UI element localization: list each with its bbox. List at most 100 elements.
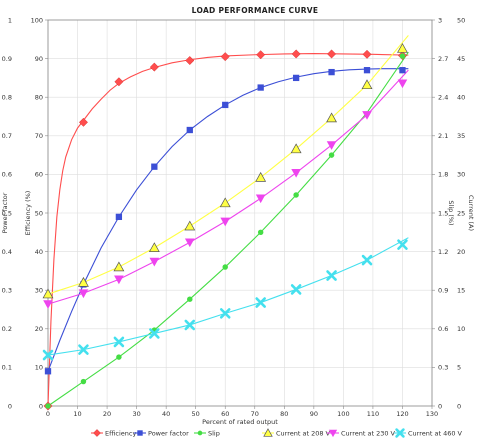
markers-current-at-230-v (43, 79, 408, 309)
markers-current-at-208-v (42, 43, 408, 299)
x-tick-label: 30 (132, 410, 140, 418)
current-at-208-v-point (290, 143, 302, 154)
legend-item-efficiency: Efficiency (91, 429, 136, 437)
current-at-230-v-point (255, 194, 266, 204)
legend-marker-current-at-460-v-stroke (395, 428, 405, 438)
current-axis-title: Current (A) (467, 195, 475, 231)
efficiency-point (78, 117, 88, 127)
efficiency-tick-label: 20 (35, 325, 43, 333)
power-factor-tick-label: 0.1 (2, 364, 12, 372)
current-at-460-v-point-stroke (326, 270, 337, 281)
current-at-460-v-point-stroke (361, 254, 373, 266)
legend-label-current-at-230-v: Current at 230 V (341, 429, 396, 437)
current-at-230-v-point (291, 168, 301, 178)
legend: Efficiency Power factor Slip Current at 208… (91, 428, 463, 438)
current-at-230-v-point (149, 257, 160, 267)
current-at-460-v-point (219, 308, 231, 319)
power-factor-point (115, 213, 123, 221)
x-tick-label: 10 (73, 410, 81, 418)
slip-point (80, 378, 87, 385)
x-axis-title: Percent of rated output (202, 418, 278, 426)
power-factor-point (44, 368, 52, 375)
current-at-460-v-point (42, 349, 54, 361)
legend-item-current-at-230-v: Current at 230 V (327, 429, 396, 437)
x-tick-label: 60 (221, 410, 229, 418)
power-factor-line (47, 68, 409, 372)
x-tick-label: 0 (46, 410, 50, 418)
legend-marker-current-at-208-v (263, 428, 273, 437)
series-layer (42, 35, 409, 411)
current-at-208-v-point (184, 220, 196, 231)
power-factor-point (151, 163, 158, 170)
slip-tick-label: 1.8 (438, 171, 448, 179)
legend-item-current-at-460-v: Current at 460 V (394, 428, 463, 438)
slip-tick-label: 0 (438, 402, 442, 410)
legend-marker-slip (197, 430, 203, 436)
power-factor-point (399, 67, 406, 74)
x-tick-label: 110 (367, 410, 379, 418)
current-tick-label: 0 (457, 402, 461, 410)
power-factor-tick-label: 1 (8, 16, 12, 24)
current-at-230-v-point (184, 238, 195, 248)
power-factor-point (363, 67, 371, 74)
legend-label-current-at-208-v: Current at 208 V (276, 429, 331, 437)
current-at-208-v-point (255, 171, 267, 182)
efficiency-tick-label: 0 (39, 402, 43, 410)
legend-marker-efficiency (93, 429, 101, 437)
x-tick-label: 80 (280, 410, 288, 418)
current-at-230-v-point (114, 275, 124, 285)
slip-point (328, 152, 335, 158)
slip-point (45, 403, 51, 409)
current-at-460-v-point (326, 270, 337, 281)
power-factor-tick-label: 0.2 (2, 325, 12, 333)
current-at-208-v-point (78, 276, 89, 287)
slip-tick-label: 0.9 (438, 287, 448, 295)
power-factor-point (328, 68, 335, 76)
current-at-460-v-point (397, 239, 408, 250)
x-tick-label: 130 (426, 410, 438, 418)
x-tick-label: 70 (251, 410, 259, 418)
power-factor-tick-label: 0.4 (2, 248, 12, 256)
current-at-208-v-point (397, 43, 408, 53)
current-at-460-v-point (78, 344, 89, 355)
current-at-460-v-point-stroke (149, 328, 160, 339)
efficiency-tick-label: 10 (35, 364, 43, 372)
series-current-at-208-v (47, 35, 409, 295)
current-tick-label: 35 (457, 132, 465, 140)
legend-item-slip: Slip (194, 429, 220, 437)
current-tick-label: 50 (457, 16, 465, 24)
chart-title: LOAD PERFORMANCE CURVE (192, 6, 319, 15)
efficiency-tick-label: 40 (35, 248, 43, 256)
current-at-460-v-point-stroke (184, 319, 196, 331)
efficiency-point (220, 52, 230, 62)
power-factor-point (292, 74, 300, 82)
current-at-208-v-point (326, 112, 337, 123)
efficiency-tick-label: 70 (35, 132, 43, 140)
current-at-230-v-point (43, 300, 53, 309)
slip-tick-label: 3 (438, 16, 442, 24)
efficiency-tick-label: 60 (35, 171, 43, 179)
power-factor-tick-label: 0.8 (2, 94, 12, 102)
current-at-460-v-point (361, 254, 373, 266)
current-at-230-v-point (362, 111, 372, 120)
efficiency-point (149, 62, 159, 72)
current-at-208-v-point (219, 197, 231, 208)
legend-marker-power-factor (137, 430, 143, 436)
efficiency-axis-title: Efficiency (%) (24, 191, 32, 236)
slip-tick-label: 1.5 (438, 209, 448, 217)
axes: 0 10 20 30 40 50 60 70 80 90 100 110 120 13000.10.20.… (1, 16, 475, 426)
efficiency-point (256, 50, 266, 60)
slip-point (257, 229, 264, 236)
legend-marker-current-at-230-v (328, 429, 338, 438)
legend-label-power-factor: Power factor (148, 429, 189, 437)
series-power-factor (47, 68, 409, 372)
markers-slip (45, 53, 406, 409)
current-tick-label: 25 (457, 209, 465, 217)
grid (47, 19, 433, 407)
efficiency-tick-label: 90 (35, 55, 43, 63)
x-tick-label: 120 (396, 410, 408, 418)
current-at-460-v-point-stroke (78, 344, 89, 355)
legend-label-slip: Slip (208, 429, 220, 437)
slip-tick-label: 2.4 (438, 94, 448, 102)
